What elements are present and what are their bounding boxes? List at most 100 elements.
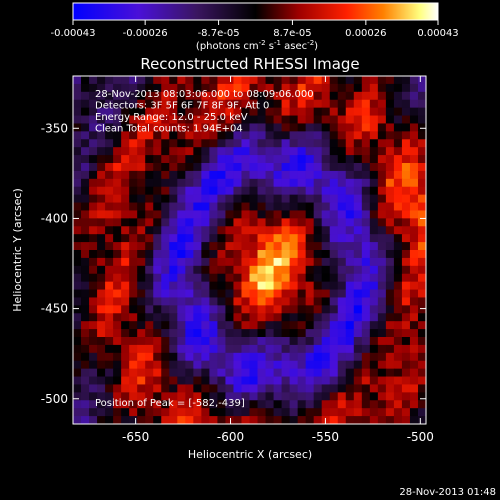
heatmap-cell	[401, 281, 411, 291]
heatmap-cell	[193, 329, 202, 338]
heatmap-cell	[321, 115, 331, 124]
heatmap-cell	[225, 384, 234, 393]
heatmap-cell	[89, 76, 98, 85]
heatmap-cell	[249, 202, 259, 211]
heatmap-cell	[97, 76, 106, 85]
heatmap-cell	[225, 170, 234, 180]
heatmap-cell	[345, 400, 355, 409]
heatmap-cell	[169, 242, 178, 251]
heatmap-cell	[105, 131, 114, 140]
heatmap-cell	[209, 321, 218, 330]
heatmap-cell	[129, 170, 138, 180]
heatmap-cell	[209, 289, 218, 298]
heatmap-cell	[281, 186, 291, 196]
heatmap-cell	[313, 123, 323, 132]
heatmap-cell	[129, 257, 138, 267]
heatmap-cell	[153, 257, 162, 267]
heatmap-cell	[417, 313, 426, 322]
heatmap-cell	[81, 123, 90, 132]
heatmap-cell	[185, 99, 194, 109]
heatmap-cell	[265, 297, 275, 306]
heatmap-cell	[321, 194, 331, 204]
heatmap-cell	[129, 408, 138, 417]
heatmap-cell	[297, 76, 307, 85]
heatmap-cell	[153, 265, 162, 275]
heatmap-cell	[89, 178, 98, 188]
heatmap-cell	[185, 384, 194, 393]
heatmap-cell	[241, 337, 250, 346]
heatmap-cell	[209, 250, 218, 259]
heatmap-cell	[241, 155, 250, 164]
heatmap-cell	[273, 234, 283, 243]
heatmap-cell	[73, 360, 82, 370]
heatmap-cell	[377, 139, 387, 148]
heatmap-cell	[185, 416, 194, 424]
heatmap-cell	[249, 178, 259, 188]
heatmap-cell	[345, 257, 355, 267]
heatmap-cell	[145, 163, 154, 172]
heatmap-cell	[137, 313, 146, 322]
heatmap-cell	[177, 107, 186, 117]
heatmap-cell	[193, 131, 202, 140]
heatmap-cell	[233, 170, 242, 180]
heatmap-cell	[217, 384, 226, 393]
heatmap-cell	[137, 400, 146, 409]
heatmap-cell	[361, 281, 371, 291]
heatmap-cell	[313, 139, 323, 148]
heatmap-cell	[129, 163, 138, 172]
heatmap-cell	[385, 76, 395, 85]
heatmap-cell	[241, 329, 250, 338]
heatmap-cell	[209, 131, 218, 140]
heatmap-cell	[177, 273, 186, 283]
heatmap-cell	[201, 305, 210, 314]
heatmap-cell	[353, 289, 363, 298]
heatmap-cell	[265, 83, 275, 93]
heatmap-cell	[113, 329, 122, 338]
heatmap-cell	[137, 115, 146, 124]
heatmap-cell	[177, 170, 186, 180]
heatmap-cell	[273, 91, 283, 101]
heatmap-cell	[417, 178, 426, 188]
heatmap-cell	[241, 392, 250, 401]
heatmap-cell	[113, 392, 122, 401]
heatmap-cell	[361, 234, 371, 243]
heatmap-cell	[129, 321, 138, 330]
heatmap-cell	[169, 368, 178, 378]
heatmap-cell	[393, 376, 403, 385]
heatmap-cell	[161, 226, 170, 235]
heatmap-cell	[193, 178, 202, 188]
heatmap-cell	[169, 384, 178, 393]
heatmap-cell	[73, 273, 82, 283]
heatmap-cell	[321, 91, 331, 101]
heatmap-cell	[377, 376, 387, 385]
heatmap-cell	[209, 281, 218, 291]
heatmap-cell	[321, 139, 331, 148]
heatmap-cell	[193, 352, 202, 362]
heatmap-cell	[273, 99, 283, 109]
heatmap-cell	[377, 392, 387, 401]
heatmap-cell	[265, 384, 275, 393]
heatmap-cell	[417, 408, 426, 417]
heatmap-cell	[81, 337, 90, 346]
heatmap-cell	[105, 123, 114, 132]
heatmap-cell	[193, 163, 202, 172]
heatmap-cell	[321, 337, 331, 346]
heatmap-cell	[169, 297, 178, 306]
annotation-line: Energy Range: 12.0 - 25.0 keV	[95, 112, 248, 123]
heatmap-cell	[193, 384, 202, 393]
heatmap-cell	[281, 257, 291, 267]
heatmap-cell	[329, 218, 339, 227]
heatmap-cell	[361, 155, 371, 164]
heatmap-cell	[273, 170, 283, 180]
heatmap-cell	[169, 344, 178, 354]
heatmap-cell	[329, 115, 339, 124]
heatmap-cell	[305, 250, 315, 259]
heatmap-cell	[265, 321, 275, 330]
heatmap-cell	[401, 352, 411, 362]
heatmap-cell	[313, 329, 323, 338]
heatmap-cell	[97, 242, 106, 251]
heatmap-cell	[241, 273, 250, 283]
heatmap-cell	[73, 178, 82, 188]
heatmap-cell	[113, 194, 122, 204]
heatmap-cell	[73, 202, 82, 211]
